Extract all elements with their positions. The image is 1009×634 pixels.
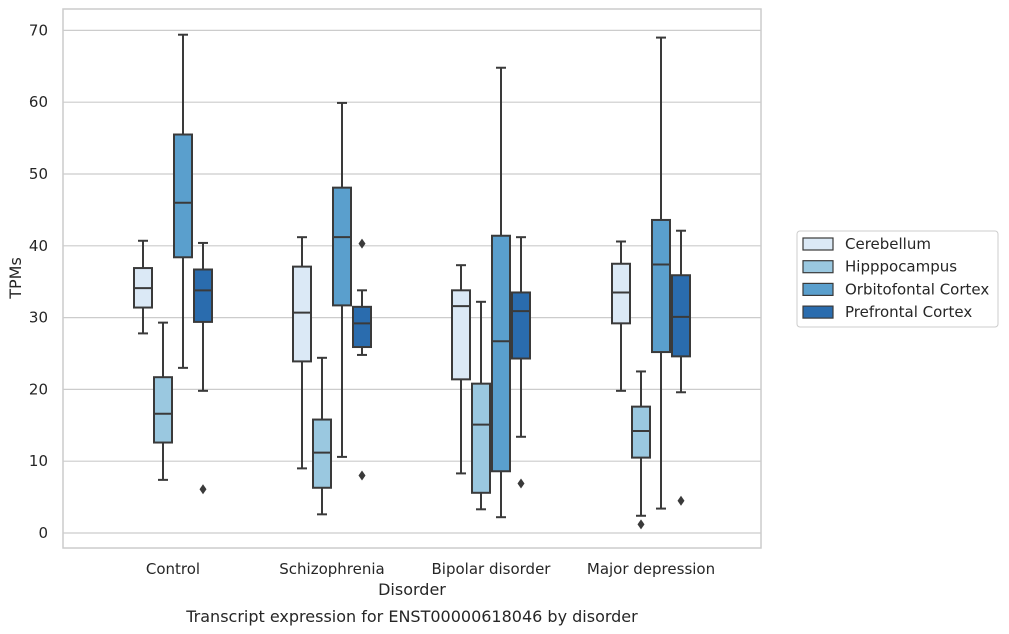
box-prefrontal-cortex [511, 236, 531, 489]
y-tick-label: 70 [29, 21, 48, 39]
y-tick-label: 50 [29, 165, 48, 183]
box-cerebellum [292, 236, 312, 470]
box-orbitofontal-cortex [173, 33, 193, 369]
x-tick-label: Major depression [587, 560, 715, 578]
box-iqr [451, 289, 471, 381]
box-hipppocampus [631, 370, 651, 530]
x-tick-labels: Control Schizophrenia Bipolar disorder Majo… [146, 560, 715, 578]
x-tick-label: Bipolar disorder [432, 560, 552, 578]
box-prefrontal-cortex [193, 241, 213, 495]
box-iqr [193, 268, 213, 323]
outlier-point [358, 238, 366, 249]
box-iqr [611, 262, 631, 325]
legend-swatch [802, 305, 834, 319]
legend-swatch [802, 237, 834, 251]
box-iqr [292, 265, 312, 363]
y-tick-labels: 0 10 20 30 40 50 60 70 [29, 21, 48, 542]
box-hipppocampus [471, 300, 491, 511]
outlier-point [677, 495, 685, 506]
box-iqr [511, 291, 531, 360]
box-orbitofontal-cortex [651, 36, 671, 510]
legend-label: Cerebellum [845, 235, 931, 253]
box-iqr [491, 234, 511, 473]
box-prefrontal-cortex [352, 238, 372, 481]
box-iqr [332, 186, 352, 307]
box-cerebellum [133, 239, 153, 335]
box-iqr [153, 376, 173, 444]
legend-label: Prefrontal Cortex [845, 303, 972, 321]
outlier-point [199, 484, 207, 495]
box-iqr [671, 274, 691, 358]
box-orbitofontal-cortex [491, 66, 511, 519]
legend-label: Hipppocampus [845, 258, 957, 276]
plot-frame [62, 8, 762, 549]
legend-swatch [802, 260, 834, 274]
legend-label: Orbitofontal Cortex [845, 280, 989, 298]
box-iqr [173, 133, 193, 259]
legend-swatch [802, 282, 834, 296]
box-iqr [312, 418, 332, 489]
box-iqr [631, 405, 651, 459]
box-orbitofontal-cortex [332, 101, 352, 458]
box-hipppocampus [312, 356, 332, 516]
x-tick-label: Schizophrenia [279, 560, 384, 578]
y-axis-title: TPMs [6, 257, 25, 300]
legend-frame [796, 230, 999, 328]
box-cerebellum [611, 240, 631, 392]
y-tick-label: 0 [38, 524, 48, 542]
y-tick-label: 10 [29, 452, 48, 470]
box-iqr [471, 382, 491, 494]
x-axis-title: Disorder [378, 580, 446, 599]
box-cerebellum [451, 264, 471, 475]
y-tick-label: 60 [29, 93, 48, 111]
y-tick-label: 20 [29, 380, 48, 398]
x-tick-label: Control [146, 560, 200, 578]
y-tick-label: 40 [29, 237, 48, 255]
gridlines [63, 29, 761, 534]
boxes [133, 33, 691, 530]
box-hipppocampus [153, 321, 173, 481]
box-iqr [352, 305, 372, 349]
box-iqr [651, 218, 671, 354]
box-prefrontal-cortex [671, 229, 691, 506]
y-tick-label: 30 [29, 309, 48, 327]
outlier-point [637, 519, 645, 530]
legend: Cerebellum Hipppocampus Orbitofontal Corte… [796, 230, 999, 328]
chart-caption: Transcript expression for ENST0000061804… [185, 607, 638, 626]
legend-entries: Cerebellum Hipppocampus Orbitofontal Corte… [802, 235, 989, 321]
outlier-point [358, 470, 366, 481]
outlier-point [517, 478, 525, 489]
